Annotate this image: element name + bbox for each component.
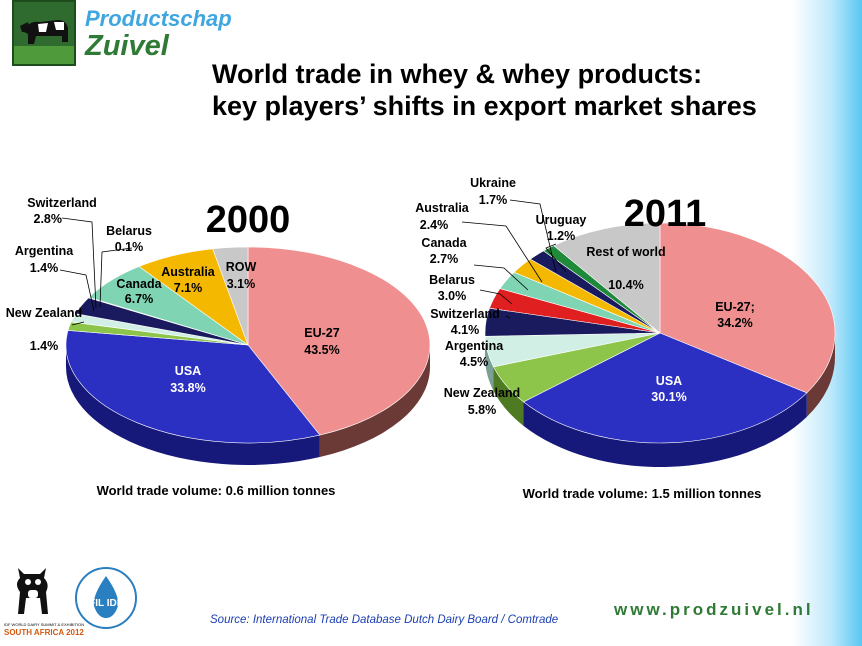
slice-label-value: 4.1% (451, 323, 480, 337)
pie-slice-side (66, 345, 320, 465)
chart-title-2000: 2000 (206, 199, 291, 241)
slice-label-value: 1.4% (30, 261, 59, 275)
slice-label-value: 2.4% (420, 218, 449, 232)
pie-slice-row (212, 246, 249, 346)
idf-drop-icon: FIL IDF (75, 567, 137, 629)
slice-label-name: EU-27 (304, 326, 339, 340)
slice-label-name: USA (175, 364, 201, 378)
idf-text: FIL IDF (89, 598, 123, 609)
pie-slice-rest-of-world (553, 222, 661, 334)
pie-slice-eu-27 (659, 222, 836, 394)
summit-caption: IDF WORLD DAIRY SUMMIT & EXHIBITION (4, 622, 85, 627)
source-note: Source: International Trade Database Dut… (210, 614, 559, 626)
slice-label-value: 34.2% (717, 316, 752, 330)
pie-slice-side (319, 345, 430, 458)
slice-label-name: New Zealand (444, 386, 520, 400)
title-line2: key players’ shifts in export market sha… (212, 91, 757, 121)
pie-chart-2011: Ukraine 1.7% Australia 2.4% Uruguay 1.2%… (415, 176, 836, 501)
slice-label-name: ROW (226, 260, 257, 274)
slice-label-value: 1.7% (479, 193, 508, 207)
productschap-logo: Productschap Zuivel (12, 0, 232, 70)
slice-label-name: New Zealand (6, 306, 82, 320)
slice-label-value: 5.8% (468, 403, 497, 417)
slice-label-name: Ukraine (470, 176, 516, 190)
dairy-summit-logo: IDF WORLD DAIRY SUMMIT & EXHIBITION SOUT… (4, 562, 84, 640)
slice-label-name: Australia (161, 265, 216, 279)
slice-label-value: 3.0% (438, 289, 467, 303)
slice-label-value: 33.8% (170, 381, 205, 395)
slice-label-value: 4.5% (460, 355, 489, 369)
slice-label-value: 2.8% (34, 212, 63, 226)
summit-place: SOUTH AFRICA 2012 (4, 628, 84, 637)
slice-label-name: Australia (415, 201, 470, 215)
pie-slice-side (523, 392, 807, 467)
pie-chart-2000: Switzerland 2.8% Belarus 0.1% Argentina … (6, 196, 431, 498)
slice-label-value: 1.4% (30, 339, 59, 353)
pie-slice-side (485, 336, 494, 391)
slice-label-name: EU-27; (715, 300, 755, 314)
slice-label-value: 7.1% (174, 281, 203, 295)
slice-label-value: 2.7% (430, 252, 459, 266)
slice-label-name: USA (656, 374, 682, 388)
page-title: World trade in whey & whey products: key… (212, 58, 812, 122)
idf-logo: FIL IDF (74, 566, 138, 630)
logo-line1: Productschap (85, 6, 232, 31)
chart-title-2011: 2011 (624, 193, 706, 235)
slice-label-value: 43.5% (304, 343, 339, 357)
slice-label-value: 3.1% (227, 277, 256, 291)
slice-label-name: Argentina (15, 244, 74, 258)
cow-mascot-icon (17, 568, 48, 614)
slice-label-name: Argentina (445, 339, 504, 353)
title-line1: World trade in whey & whey products: (212, 59, 703, 89)
logo-line2: Zuivel (85, 30, 169, 62)
slice-label-name: Switzerland (430, 307, 499, 321)
slice-label-name: Canada (116, 277, 162, 291)
website-link[interactable]: www.prodzuivel.nl (614, 600, 814, 619)
label-group-2000: Switzerland 2.8% Belarus 0.1% Argentina … (6, 196, 340, 395)
slice-label-value: 30.1% (651, 390, 686, 404)
trade-volume-2000: World trade volume: 0.6 million tonnes (97, 483, 336, 498)
pie-slice-side (806, 333, 835, 417)
trade-volume-2011: World trade volume: 1.5 million tonnes (523, 486, 762, 501)
slice-label-name: Switzerland (27, 196, 96, 210)
slice-label-value: 1.2% (547, 229, 576, 243)
pie-slice-side (493, 366, 524, 426)
pie-slice-usa (522, 332, 808, 444)
slice-label-name: Canada (421, 236, 467, 250)
slice-label-name: Belarus (429, 273, 475, 287)
pie-slice-eu-27 (247, 246, 431, 436)
pie-slice-usa (65, 330, 321, 444)
slice-label-value: 6.7% (125, 292, 154, 306)
label-group-2011: Ukraine 1.7% Australia 2.4% Uruguay 1.2%… (415, 176, 755, 417)
slice-label-name: Rest of world (586, 245, 665, 259)
slice-label-name: Uruguay (536, 213, 587, 227)
slice-label-value: 10.4% (608, 278, 643, 292)
cow-logo-icon (12, 0, 76, 66)
slice-label-name: Belarus (106, 224, 152, 238)
slice-label-value: 0.1% (115, 240, 144, 254)
